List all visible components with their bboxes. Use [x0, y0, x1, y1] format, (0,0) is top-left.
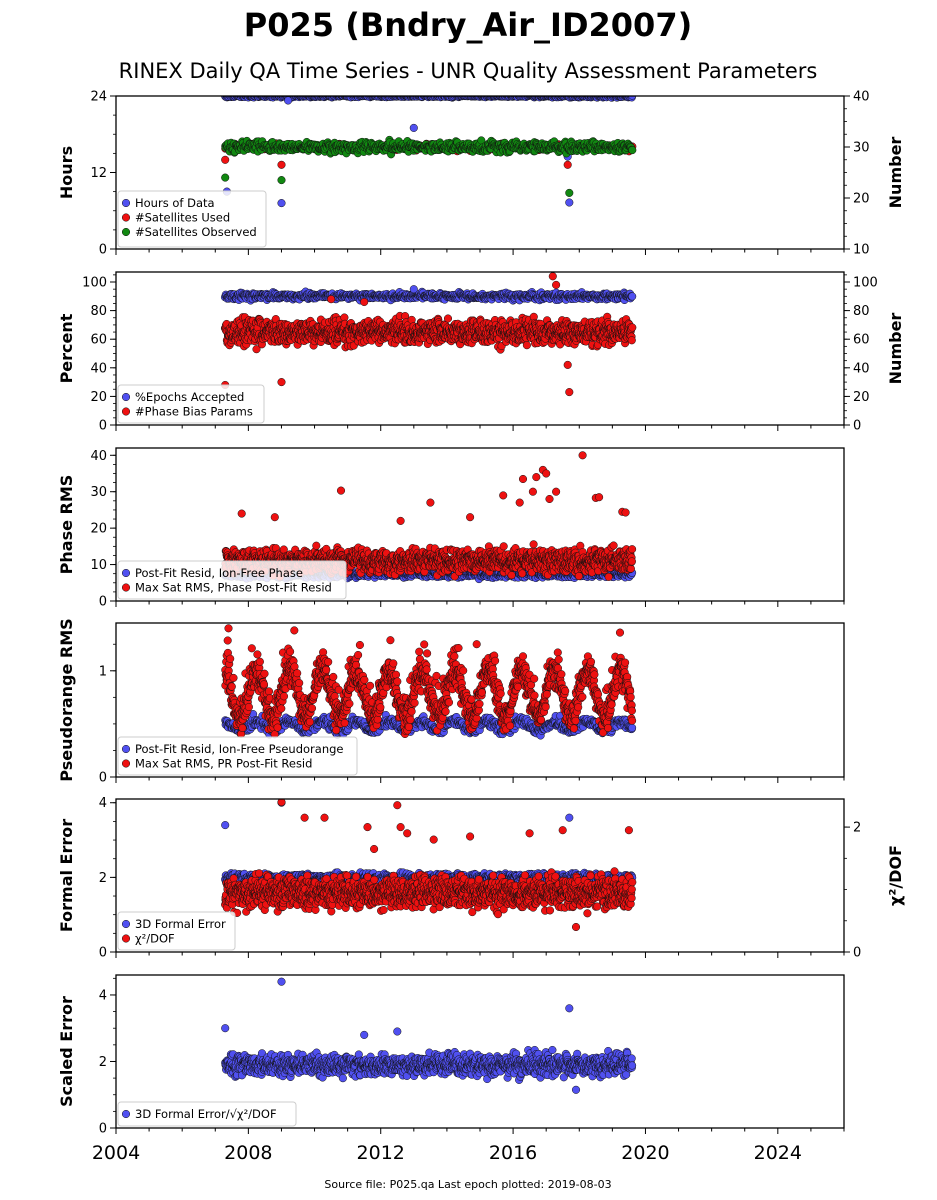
legend-entry: #Satellites Observed	[135, 225, 257, 239]
outlier-point	[221, 155, 230, 164]
legend-marker	[121, 198, 131, 208]
legend-marker	[121, 407, 131, 416]
outlier-point	[563, 160, 572, 169]
panel-2: 0 20 40 60 80 100 Percent 0 20 40 60 80 100 Number %Ep…	[57, 271, 905, 434]
legend-marker	[121, 392, 131, 402]
panel-2-points	[220, 272, 637, 397]
y-tick-label: 24	[90, 90, 107, 105]
outlier-point	[277, 176, 286, 185]
figure-title: P025 (Bndry_Air_ID2007)	[244, 6, 692, 44]
y-axis-label: Percent	[57, 313, 76, 383]
outlier-point	[221, 173, 230, 182]
series-3	[221, 135, 637, 197]
legend: %Epochs Accepted#Phase Bias Params	[117, 384, 265, 424]
data-point	[522, 341, 531, 350]
outlier-point	[552, 280, 561, 289]
right-y-tick-label: 60	[853, 333, 870, 348]
y-axis-label: Hours	[57, 146, 76, 199]
right-y-tick-label: 20	[853, 192, 870, 207]
outlier-point	[360, 297, 369, 307]
outlier-point	[565, 188, 574, 197]
outlier-point	[327, 295, 336, 304]
data-point	[628, 96, 637, 100]
legend: Hours of Data#Satellites Used#Satellites…	[117, 190, 267, 248]
y-tick-label: 20	[90, 390, 107, 405]
legend-entry: Hours of Data	[135, 196, 215, 210]
right-y-tick-label: 10	[853, 243, 870, 258]
right-y-tick-label: 30	[853, 141, 870, 156]
legend-marker	[121, 227, 131, 237]
outlier-point	[284, 96, 293, 105]
figure-subtitle: RINEX Daily QA Time Series - UNR Quality…	[119, 59, 818, 83]
right-y-tick-label: 0	[853, 419, 861, 434]
panel-1-points	[221, 96, 637, 208]
right-y-axis-label: Number	[886, 313, 905, 385]
y-tick-label: 0	[99, 243, 107, 258]
legend-marker	[121, 213, 131, 222]
outlier-point	[409, 285, 418, 294]
outlier-point	[277, 160, 286, 169]
series-1	[220, 285, 637, 305]
outlier-point	[409, 123, 418, 132]
data-point	[443, 314, 453, 323]
y-tick-label: 80	[90, 304, 107, 319]
outlier-point	[277, 199, 286, 208]
right-y-tick-label: 40	[853, 90, 870, 105]
data-point	[628, 292, 637, 301]
outlier-point	[563, 360, 572, 369]
y-tick-label: 100	[82, 276, 107, 291]
legend-entry: #Satellites Used	[135, 211, 230, 225]
legend-entry: %Epochs Accepted	[135, 390, 244, 404]
outlier-point	[277, 378, 286, 387]
right-y-tick-label: 40	[853, 361, 870, 376]
right-y-axis-label: Number	[886, 137, 905, 209]
y-tick-label: 12	[90, 166, 107, 181]
right-y-tick-label: 80	[853, 304, 870, 319]
legend-entry: #Phase Bias Params	[135, 405, 253, 419]
right-y-tick-label: 20	[853, 390, 870, 405]
y-tick-label: 0	[99, 419, 107, 434]
outlier-point	[565, 388, 574, 397]
y-tick-label: 60	[90, 333, 107, 348]
y-tick-label: 40	[90, 361, 107, 376]
outlier-point	[548, 272, 557, 281]
outlier-point	[565, 198, 574, 207]
legend-box	[117, 190, 267, 248]
data-point	[628, 146, 637, 155]
right-y-tick-label: 100	[853, 276, 878, 291]
data-point	[627, 336, 636, 345]
data-point	[628, 323, 637, 332]
